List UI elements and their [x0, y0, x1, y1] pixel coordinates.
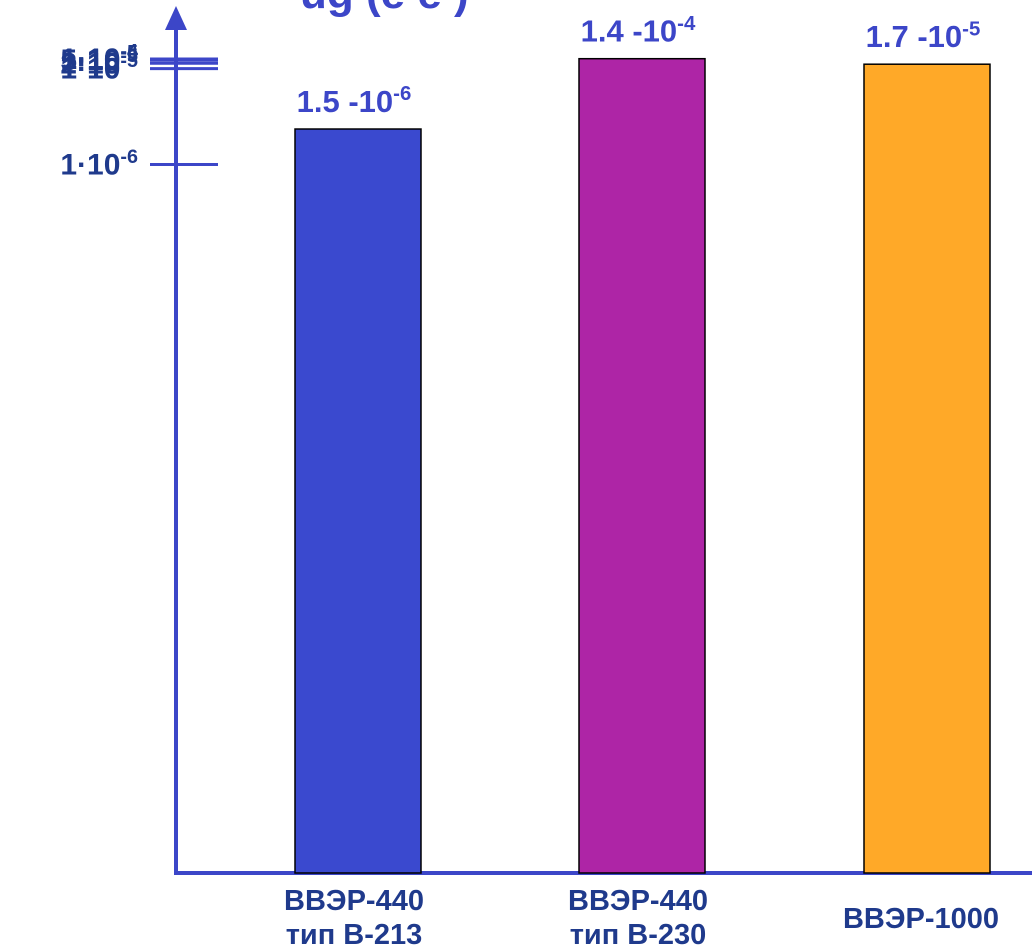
value-label-1: 1.4 -10-4	[581, 12, 696, 49]
category-label-0-line1: ВВЭР-440	[284, 885, 424, 917]
category-label-1-line1: ВВЭР-440	[568, 885, 708, 917]
y-tick-label-3: 5·10-5	[60, 42, 138, 77]
clipped-header-text: ug (e e )	[300, 0, 469, 18]
bar-0	[294, 128, 422, 874]
bars	[294, 57, 991, 874]
y-tick-label-1: 1·10-5	[60, 50, 138, 85]
value-label-0: 1.5 -10-6	[297, 82, 412, 119]
y-ticks: 1·10-6 1·10-52·10-55·10-51·10-4	[60, 41, 218, 182]
y-tick-label-2: 2·10-5	[60, 45, 138, 80]
bar-1	[578, 57, 706, 874]
y-tick-label-4: 1·10-4	[60, 41, 138, 76]
bar-2	[863, 63, 991, 874]
category-label-0-line2: тип В-213	[286, 919, 423, 949]
category-label-1-line2: тип В-230	[570, 919, 707, 949]
value-labels: 1.5 -10-6 1.4 -10-4 1.7 -10-5	[297, 12, 981, 119]
category-label-2: ВВЭР-1000	[843, 903, 999, 935]
y-tick-label-0: 1·10-6	[60, 146, 138, 181]
y-axis-arrow	[165, 6, 187, 30]
value-label-2: 1.7 -10-5	[866, 17, 981, 54]
